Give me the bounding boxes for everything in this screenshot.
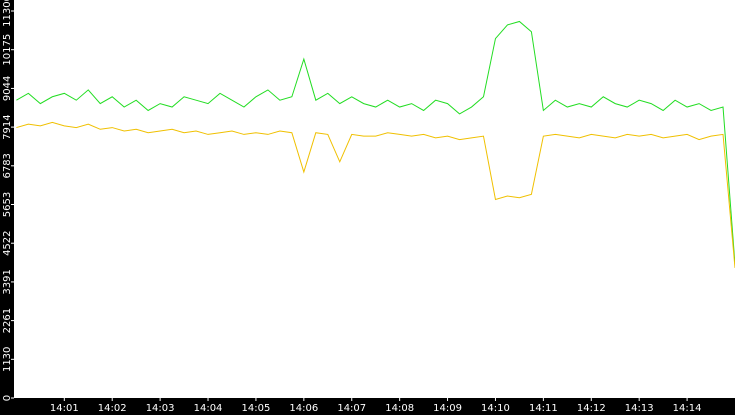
y-tick-label: 1130 bbox=[2, 347, 13, 372]
x-tick-label: 14:14 bbox=[673, 403, 702, 414]
y-tick-label: 5653 bbox=[2, 192, 13, 217]
y-tick-label: 4522 bbox=[2, 230, 13, 255]
x-tick-label: 14:04 bbox=[194, 403, 223, 414]
x-tick-label: 14:08 bbox=[385, 403, 414, 414]
x-tick-label: 14:11 bbox=[529, 403, 558, 414]
y-tick-label: 0 bbox=[2, 395, 13, 401]
y-tick-label: 11306 bbox=[2, 0, 13, 27]
series-line bbox=[16, 20, 735, 265]
x-tick-label: 14:06 bbox=[289, 403, 318, 414]
x-tick-label: 14:13 bbox=[625, 403, 654, 414]
plot-area bbox=[14, 0, 735, 398]
x-tick-label: 14:12 bbox=[577, 403, 606, 414]
y-tick-label: 3391 bbox=[2, 269, 13, 294]
x-tick-label: 14:01 bbox=[50, 403, 79, 414]
x-tick-label: 14:10 bbox=[481, 403, 510, 414]
y-tick-label: 2261 bbox=[2, 308, 13, 333]
y-tick-label: 10175 bbox=[2, 34, 13, 66]
x-tick-label: 14:02 bbox=[98, 403, 127, 414]
x-tick-label: 14:03 bbox=[146, 403, 175, 414]
x-tick-label: 14:07 bbox=[337, 403, 366, 414]
x-tick-label: 14:09 bbox=[433, 403, 462, 414]
y-tick-label: 7914 bbox=[2, 114, 13, 139]
y-tick-label: 9044 bbox=[2, 76, 13, 101]
y-tick-label: 6783 bbox=[2, 153, 13, 178]
x-tick-label: 14:05 bbox=[242, 403, 271, 414]
series-line bbox=[16, 121, 735, 268]
